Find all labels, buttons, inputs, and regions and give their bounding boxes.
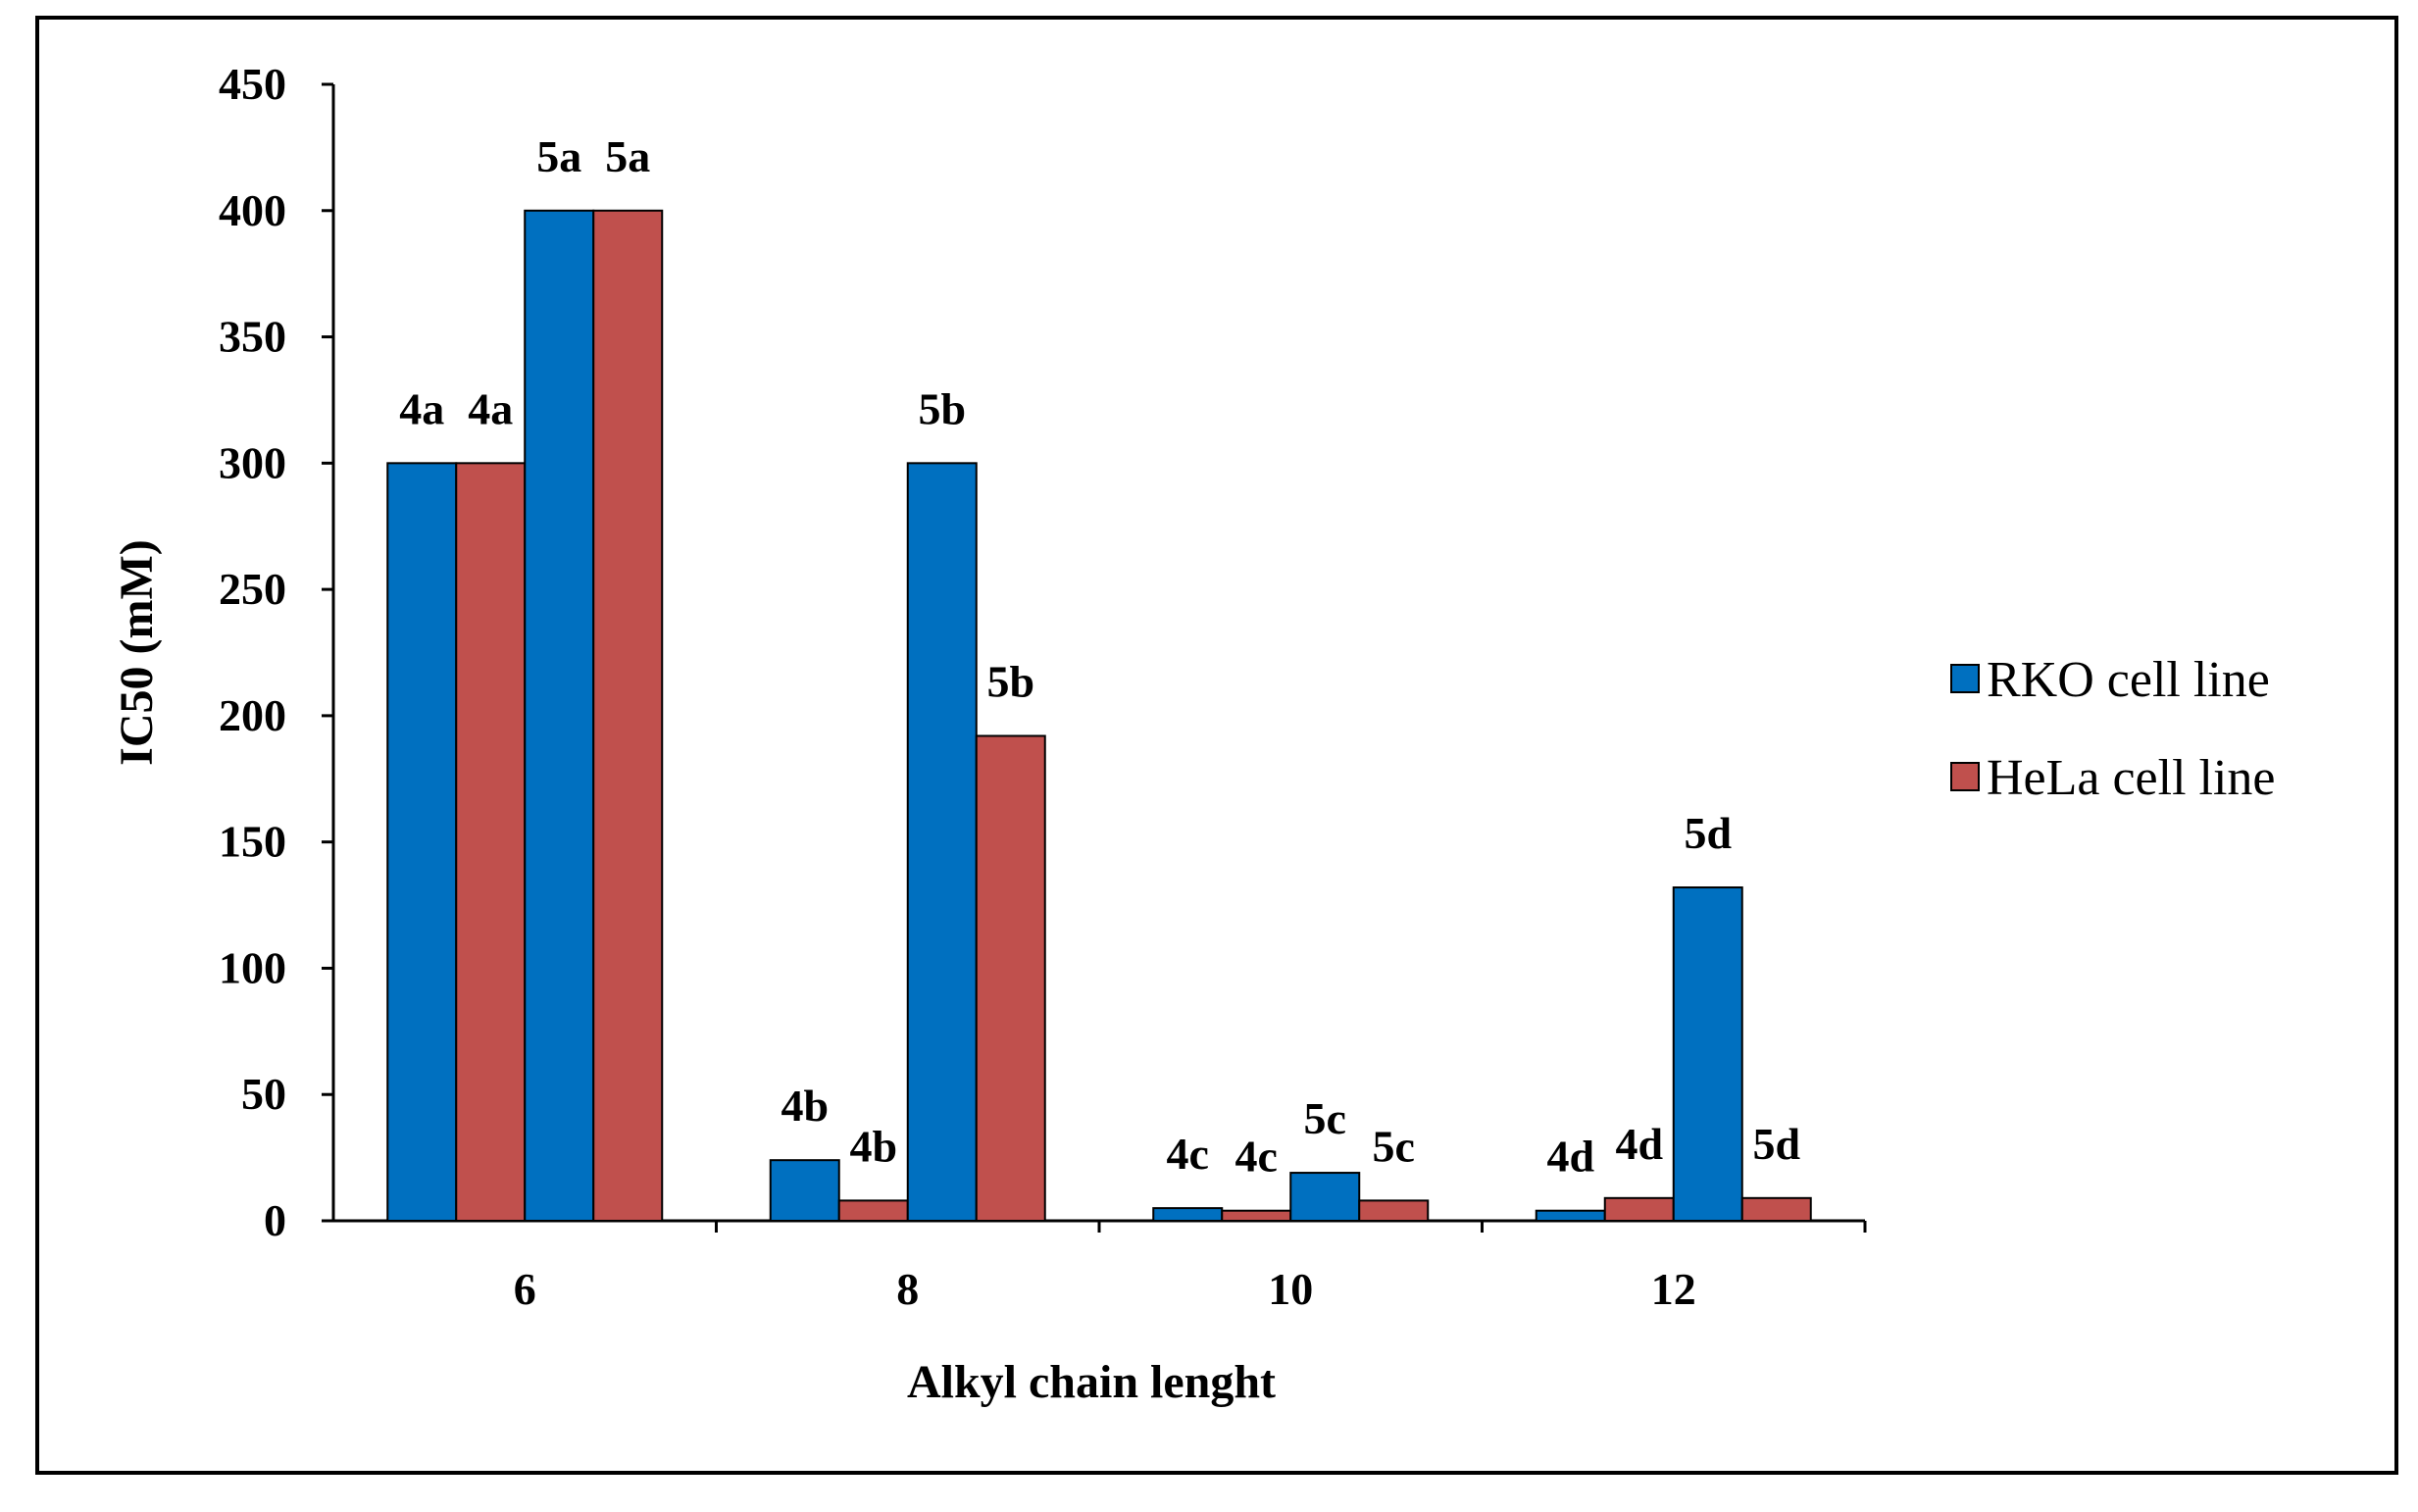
- data-label: 4b: [781, 1081, 829, 1131]
- bar: [906, 462, 978, 1223]
- bar: [1603, 1196, 1675, 1222]
- y-axis-title: IC50 (mM): [111, 539, 163, 766]
- bar: [975, 734, 1046, 1222]
- data-label: 4c: [1235, 1132, 1278, 1182]
- y-tick-label: 450: [219, 59, 286, 109]
- data-label: 4d: [1615, 1119, 1663, 1169]
- x-tick-label: 12: [1651, 1264, 1696, 1314]
- y-tick-label: 50: [241, 1069, 286, 1119]
- x-tick-label: 8: [896, 1264, 919, 1314]
- data-label: 5c: [1304, 1093, 1346, 1143]
- y-tick-label: 400: [219, 185, 286, 235]
- bar: [1740, 1196, 1812, 1222]
- bar: [1221, 1209, 1292, 1222]
- legend-swatch: [1950, 762, 1980, 791]
- y-tick-label: 300: [219, 437, 286, 487]
- bar: [1152, 1207, 1224, 1222]
- bar: [1672, 886, 1743, 1222]
- data-label: 5d: [1752, 1119, 1800, 1169]
- bar: [1289, 1172, 1361, 1223]
- legend-label: HeLa cell line: [1987, 750, 2276, 806]
- y-tick-label: 200: [219, 690, 286, 740]
- data-label: 4c: [1167, 1129, 1209, 1179]
- data-label: 5a: [605, 131, 650, 181]
- data-labels: 4a 4a 5a 5a 4b 4b 5b 5b 4c 4c 5c 5c 4d 4d 5d 5d: [399, 131, 1800, 1182]
- y-tick-label: 250: [219, 564, 286, 614]
- bar: [592, 209, 664, 1222]
- legend-swatch: [1950, 664, 1980, 693]
- bar: [455, 462, 527, 1223]
- y-tick-label: 100: [219, 942, 286, 992]
- x-axis-title: Alkyl chain lenght: [907, 1356, 1276, 1408]
- bar: [837, 1199, 909, 1222]
- data-label: 4b: [849, 1121, 897, 1171]
- data-label: 4a: [399, 383, 444, 433]
- data-label: 4d: [1546, 1132, 1594, 1182]
- bar: [1358, 1199, 1430, 1222]
- bars: [386, 209, 1812, 1223]
- data-label: 4a: [468, 383, 513, 433]
- data-label: 5d: [1684, 808, 1732, 858]
- y-tick-label: 350: [219, 312, 286, 362]
- legend: RKO cell line HeLa cell line: [1950, 652, 2276, 806]
- x-tick-label: 6: [514, 1264, 536, 1314]
- bar: [1535, 1209, 1606, 1222]
- data-label: 5b: [986, 656, 1034, 706]
- data-label: 5b: [918, 383, 966, 433]
- axes: 0 50 100 150 200 250 300 350 400 450 IC50 (mM) 6 8 10…: [111, 59, 1867, 1408]
- bar: [386, 462, 458, 1223]
- legend-label: RKO cell line: [1987, 652, 2270, 708]
- x-tick-label: 10: [1268, 1264, 1313, 1314]
- bar: [524, 209, 595, 1222]
- y-tick-label: 0: [264, 1195, 286, 1245]
- y-tick-label: 150: [219, 817, 286, 867]
- data-label: 5a: [536, 131, 581, 181]
- data-label: 5c: [1373, 1121, 1415, 1171]
- bar: [769, 1159, 840, 1222]
